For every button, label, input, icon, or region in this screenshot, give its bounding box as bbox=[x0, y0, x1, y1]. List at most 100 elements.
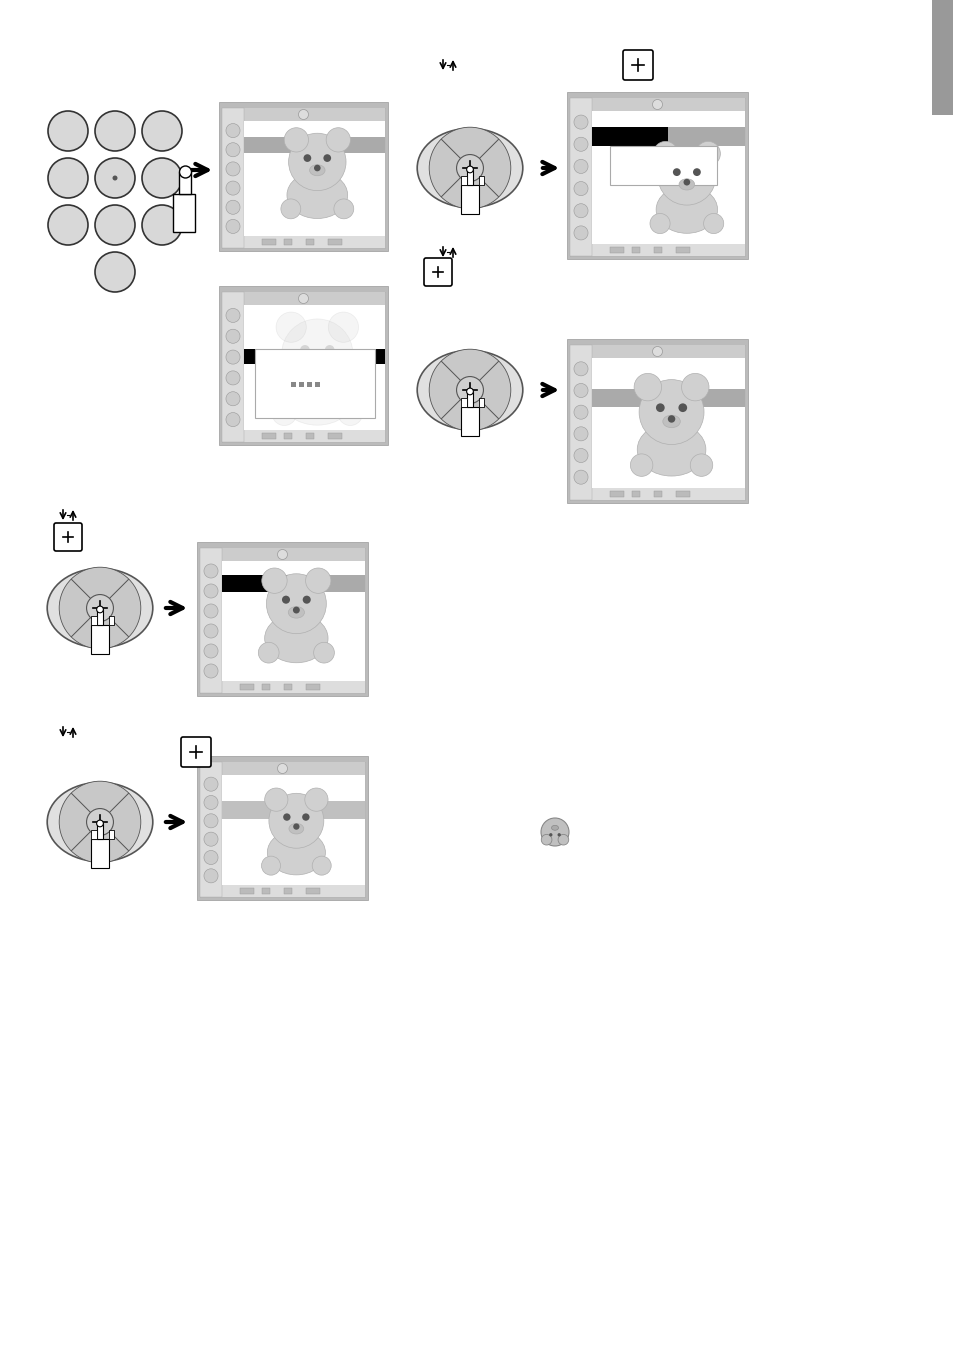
Circle shape bbox=[204, 869, 218, 882]
Wedge shape bbox=[429, 139, 470, 197]
Polygon shape bbox=[461, 176, 467, 185]
Bar bbox=[676, 247, 689, 253]
Circle shape bbox=[283, 813, 291, 821]
Circle shape bbox=[690, 454, 712, 477]
Circle shape bbox=[540, 835, 552, 844]
Circle shape bbox=[277, 763, 287, 774]
Polygon shape bbox=[173, 195, 195, 232]
Circle shape bbox=[456, 154, 483, 181]
Circle shape bbox=[634, 373, 660, 401]
Bar bbox=[255, 349, 375, 417]
FancyBboxPatch shape bbox=[54, 523, 82, 551]
Bar bbox=[196, 757, 368, 900]
Circle shape bbox=[574, 405, 587, 419]
Bar bbox=[592, 111, 744, 245]
Ellipse shape bbox=[637, 423, 705, 476]
Bar bbox=[631, 247, 639, 253]
Bar bbox=[328, 239, 341, 245]
Circle shape bbox=[678, 404, 686, 412]
Circle shape bbox=[325, 345, 335, 355]
Bar bbox=[592, 111, 744, 127]
Polygon shape bbox=[96, 609, 103, 624]
Polygon shape bbox=[461, 399, 467, 407]
Circle shape bbox=[289, 134, 346, 190]
Bar bbox=[566, 339, 747, 503]
Bar bbox=[609, 490, 623, 497]
Circle shape bbox=[574, 181, 587, 196]
Bar bbox=[222, 561, 365, 576]
Ellipse shape bbox=[679, 178, 694, 190]
FancyBboxPatch shape bbox=[622, 50, 652, 80]
Circle shape bbox=[281, 319, 353, 390]
Bar bbox=[328, 434, 341, 439]
Circle shape bbox=[574, 470, 587, 484]
Circle shape bbox=[680, 373, 708, 401]
Polygon shape bbox=[461, 407, 478, 435]
Bar bbox=[306, 888, 319, 894]
Circle shape bbox=[574, 138, 587, 151]
Circle shape bbox=[456, 377, 483, 404]
Bar bbox=[200, 549, 365, 693]
Polygon shape bbox=[478, 399, 484, 407]
Circle shape bbox=[87, 808, 113, 835]
Wedge shape bbox=[71, 567, 129, 608]
Bar bbox=[306, 434, 314, 439]
Circle shape bbox=[226, 181, 240, 195]
FancyBboxPatch shape bbox=[181, 738, 211, 767]
Ellipse shape bbox=[287, 172, 347, 219]
Bar bbox=[307, 381, 312, 386]
Circle shape bbox=[284, 128, 308, 153]
Bar bbox=[569, 99, 592, 255]
Bar bbox=[592, 389, 744, 408]
Circle shape bbox=[574, 449, 587, 462]
Circle shape bbox=[142, 111, 182, 151]
Polygon shape bbox=[179, 172, 192, 195]
Circle shape bbox=[466, 166, 473, 173]
Bar bbox=[592, 358, 744, 488]
Circle shape bbox=[574, 159, 587, 173]
Circle shape bbox=[652, 100, 661, 109]
Bar bbox=[222, 292, 385, 305]
Circle shape bbox=[95, 158, 135, 199]
Circle shape bbox=[204, 796, 218, 809]
Circle shape bbox=[314, 642, 334, 663]
Circle shape bbox=[293, 823, 299, 830]
Bar bbox=[222, 292, 244, 442]
Polygon shape bbox=[109, 616, 114, 624]
Circle shape bbox=[142, 205, 182, 245]
Circle shape bbox=[204, 851, 218, 865]
Circle shape bbox=[667, 415, 675, 423]
Circle shape bbox=[653, 142, 678, 166]
Circle shape bbox=[112, 176, 117, 181]
Bar bbox=[373, 349, 385, 363]
Circle shape bbox=[323, 154, 331, 162]
Circle shape bbox=[179, 166, 192, 178]
Bar bbox=[200, 762, 222, 897]
Circle shape bbox=[258, 642, 279, 663]
Circle shape bbox=[204, 644, 218, 658]
Circle shape bbox=[204, 584, 218, 598]
Circle shape bbox=[328, 312, 358, 342]
Circle shape bbox=[558, 835, 568, 844]
Bar bbox=[200, 762, 365, 897]
Polygon shape bbox=[466, 392, 473, 407]
Circle shape bbox=[226, 219, 240, 234]
Bar bbox=[314, 381, 320, 386]
Polygon shape bbox=[96, 824, 103, 839]
Circle shape bbox=[574, 204, 587, 218]
Bar bbox=[262, 434, 275, 439]
Bar bbox=[592, 127, 668, 146]
Circle shape bbox=[703, 213, 723, 234]
Circle shape bbox=[226, 123, 240, 138]
Bar bbox=[222, 775, 365, 885]
Wedge shape bbox=[429, 361, 470, 419]
Circle shape bbox=[48, 111, 88, 151]
Circle shape bbox=[695, 142, 720, 166]
Bar bbox=[654, 490, 661, 497]
Circle shape bbox=[95, 205, 135, 245]
Circle shape bbox=[226, 308, 240, 323]
Circle shape bbox=[261, 857, 280, 875]
Circle shape bbox=[303, 154, 311, 162]
Circle shape bbox=[466, 388, 473, 394]
Circle shape bbox=[204, 663, 218, 678]
